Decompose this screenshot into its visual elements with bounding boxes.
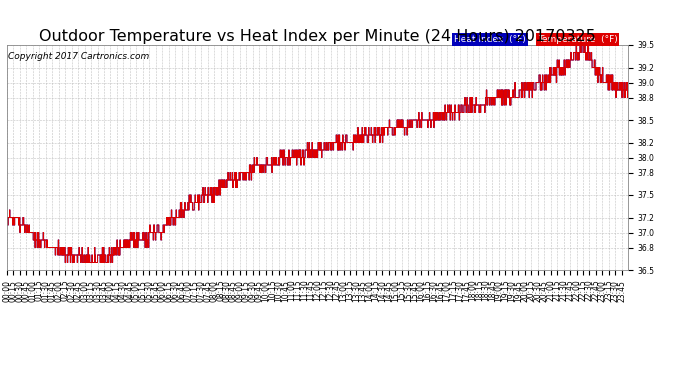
Text: Copyright 2017 Cartronics.com: Copyright 2017 Cartronics.com bbox=[8, 52, 149, 61]
Text: Temperature  (°F): Temperature (°F) bbox=[538, 35, 618, 44]
Title: Outdoor Temperature vs Heat Index per Minute (24 Hours) 20170325: Outdoor Temperature vs Heat Index per Mi… bbox=[39, 29, 595, 44]
Text: Heat Index  (°F): Heat Index (°F) bbox=[454, 35, 526, 44]
